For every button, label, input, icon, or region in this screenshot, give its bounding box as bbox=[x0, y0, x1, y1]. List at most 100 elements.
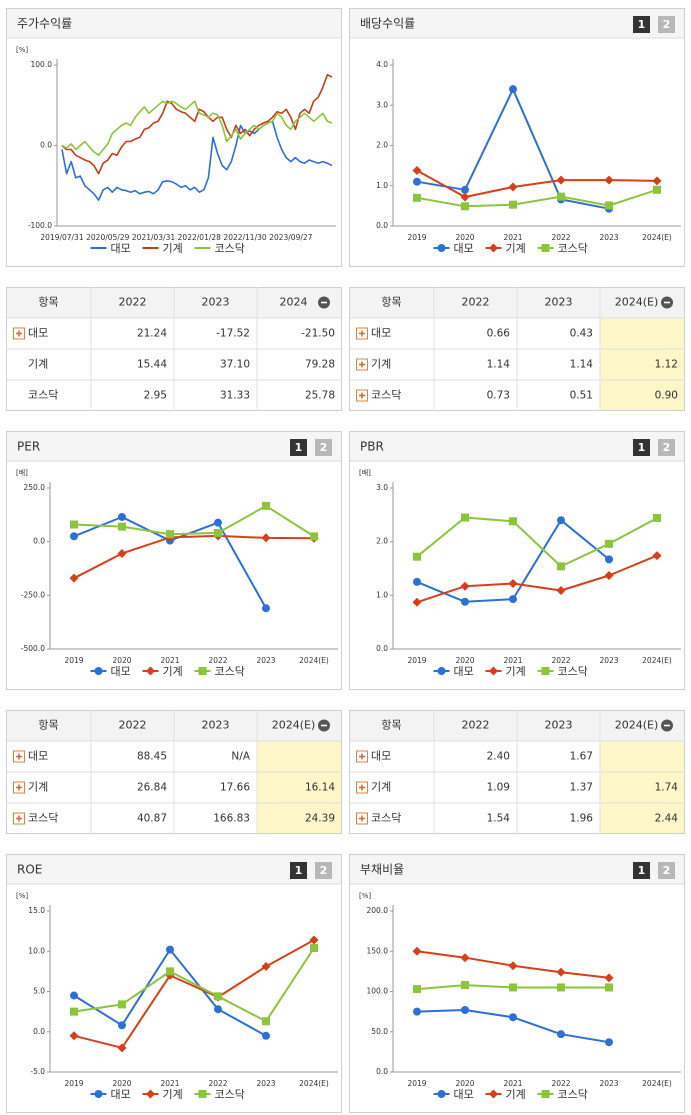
tab-label[interactable]: 2 bbox=[320, 864, 328, 877]
tab-button[interactable] bbox=[633, 439, 650, 456]
y-tick-label: 50.0 bbox=[371, 1027, 388, 1036]
marker bbox=[214, 1005, 222, 1014]
marker bbox=[310, 944, 318, 953]
series-line bbox=[73, 939, 315, 1049]
panel bbox=[349, 431, 685, 690]
tab-label[interactable]: 2 bbox=[663, 441, 671, 454]
tab-button[interactable] bbox=[315, 862, 332, 879]
panel-header bbox=[350, 9, 684, 38]
tab-label[interactable]: 2 bbox=[663, 864, 671, 877]
x-tick-label: 2020 bbox=[455, 1079, 474, 1088]
column-header: 2023 bbox=[202, 296, 230, 309]
expand-icon-plus bbox=[16, 815, 22, 822]
tab-button[interactable] bbox=[658, 862, 675, 879]
y-tick-label: 2.0 bbox=[376, 537, 388, 546]
panel bbox=[6, 431, 342, 690]
marker bbox=[653, 185, 661, 194]
column-header: 2024(E) bbox=[272, 719, 316, 732]
y-unit: [배] bbox=[16, 468, 28, 477]
cell-value: 1.09 bbox=[487, 782, 510, 794]
cell-value: 37.10 bbox=[220, 359, 250, 371]
marker bbox=[653, 514, 661, 523]
y-tick-label: 0.0 bbox=[33, 1027, 45, 1036]
cell-value: 16.14 bbox=[305, 782, 335, 794]
column-header: 2022 bbox=[462, 296, 490, 309]
expand-icon-plus bbox=[359, 361, 365, 368]
cell-value: 1.37 bbox=[570, 782, 593, 794]
y-tick-label: 0.0 bbox=[376, 221, 388, 230]
marker bbox=[166, 530, 174, 539]
marker bbox=[509, 85, 517, 94]
tab-label[interactable]: 1 bbox=[295, 441, 303, 454]
marker bbox=[309, 935, 319, 945]
tab-button[interactable] bbox=[658, 439, 675, 456]
marker bbox=[437, 1090, 446, 1098]
marker bbox=[412, 165, 422, 175]
legend-label: 대모 bbox=[111, 242, 131, 255]
tab-label[interactable]: 2 bbox=[320, 441, 328, 454]
x-tick-label: 2023 bbox=[599, 1079, 618, 1088]
tab-label[interactable]: 1 bbox=[638, 18, 646, 31]
highlight-cell bbox=[600, 803, 684, 833]
x-tick-label: 2023 bbox=[256, 656, 275, 665]
x-tick-label: 2019 bbox=[407, 1079, 426, 1088]
marker bbox=[117, 548, 127, 558]
legend-label: 코스닥 bbox=[215, 242, 245, 255]
column-header: 2022 bbox=[119, 296, 147, 309]
highlight-cell bbox=[600, 741, 684, 772]
x-tick-label: 2022 bbox=[208, 1079, 227, 1088]
tab-label[interactable]: 1 bbox=[638, 864, 646, 877]
expand-icon-plus bbox=[16, 753, 22, 760]
panel-header bbox=[350, 855, 684, 884]
expand-icon-plus bbox=[16, 330, 22, 337]
cell-value: 1.12 bbox=[655, 359, 678, 371]
y-unit: [%] bbox=[359, 892, 371, 900]
y-tick-label: 250.0 bbox=[24, 483, 46, 492]
y-tick-label: -100.0 bbox=[28, 221, 52, 230]
marker bbox=[70, 532, 78, 541]
tab-button[interactable] bbox=[290, 439, 307, 456]
x-tick-label: 2020 bbox=[455, 656, 474, 665]
legend-label: 코스닥 bbox=[215, 1088, 245, 1101]
tab-button[interactable] bbox=[633, 16, 650, 33]
tab-label[interactable]: 1 bbox=[638, 441, 646, 454]
tab-button[interactable] bbox=[315, 439, 332, 456]
marker bbox=[166, 967, 174, 976]
marker bbox=[146, 1089, 155, 1099]
tab-button[interactable] bbox=[633, 862, 650, 879]
panel bbox=[349, 8, 685, 267]
legend-label: 대모 bbox=[454, 1088, 474, 1101]
tab-button[interactable] bbox=[658, 16, 675, 33]
marker bbox=[413, 577, 421, 586]
y-tick-label: 100.0 bbox=[367, 987, 389, 996]
cell-value: -17.52 bbox=[216, 328, 250, 340]
x-tick-label: 2022 bbox=[208, 656, 227, 665]
x-tick-label: 2023 bbox=[599, 656, 618, 665]
tab-label[interactable]: 1 bbox=[295, 864, 303, 877]
row-label: 기계 bbox=[371, 358, 391, 371]
marker bbox=[70, 520, 78, 529]
marker bbox=[557, 192, 565, 201]
legend-label: 대모 bbox=[454, 665, 474, 678]
y-tick-label: 2.0 bbox=[376, 141, 388, 150]
series-line bbox=[61, 73, 333, 175]
chart-title: PER bbox=[17, 440, 40, 454]
chart-title: 부채비율 bbox=[360, 863, 404, 877]
x-tick-label: 2022 bbox=[551, 233, 570, 242]
y-tick-label: 100.0 bbox=[31, 60, 53, 69]
marker bbox=[509, 1013, 517, 1022]
cell-value: 31.33 bbox=[220, 390, 250, 402]
x-tick-label: 2024(E) bbox=[642, 233, 672, 242]
x-tick-label: 2020 bbox=[112, 1079, 131, 1088]
panel-header bbox=[7, 432, 341, 461]
highlight-cell bbox=[257, 741, 341, 772]
x-tick-label: 2021 bbox=[160, 656, 179, 665]
cell-value: 1.54 bbox=[487, 813, 511, 825]
tab-button[interactable] bbox=[290, 862, 307, 879]
legend-label: 코스닥 bbox=[558, 665, 588, 678]
expand-icon-plus bbox=[359, 753, 365, 760]
tab-label[interactable]: 2 bbox=[663, 18, 671, 31]
cell-value: 2.44 bbox=[655, 813, 679, 825]
marker bbox=[413, 552, 421, 561]
y-tick-label: 5.0 bbox=[33, 987, 45, 996]
